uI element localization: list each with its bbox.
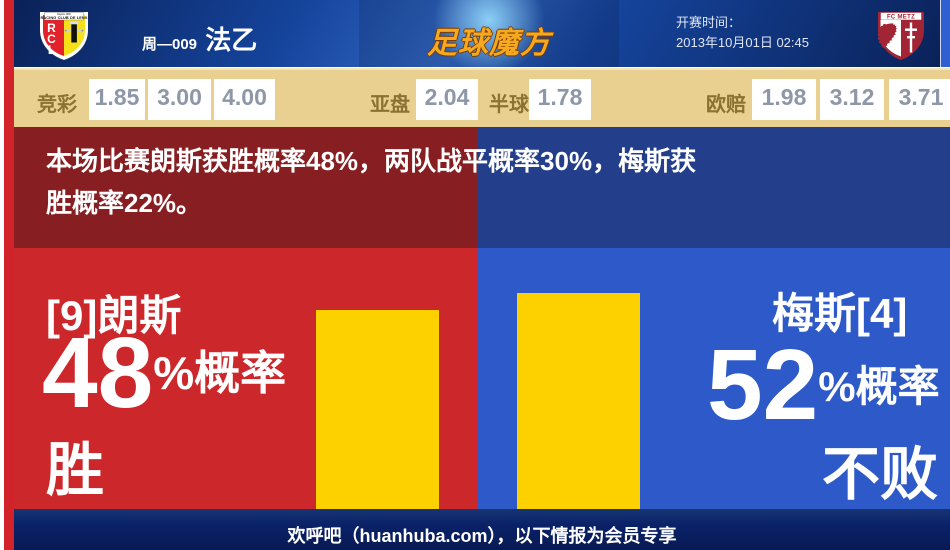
- svg-text:RACING CLUB DE LENS: RACING CLUB DE LENS: [40, 15, 87, 20]
- svg-text:L: L: [48, 43, 55, 57]
- svg-text:FC METZ: FC METZ: [887, 14, 915, 20]
